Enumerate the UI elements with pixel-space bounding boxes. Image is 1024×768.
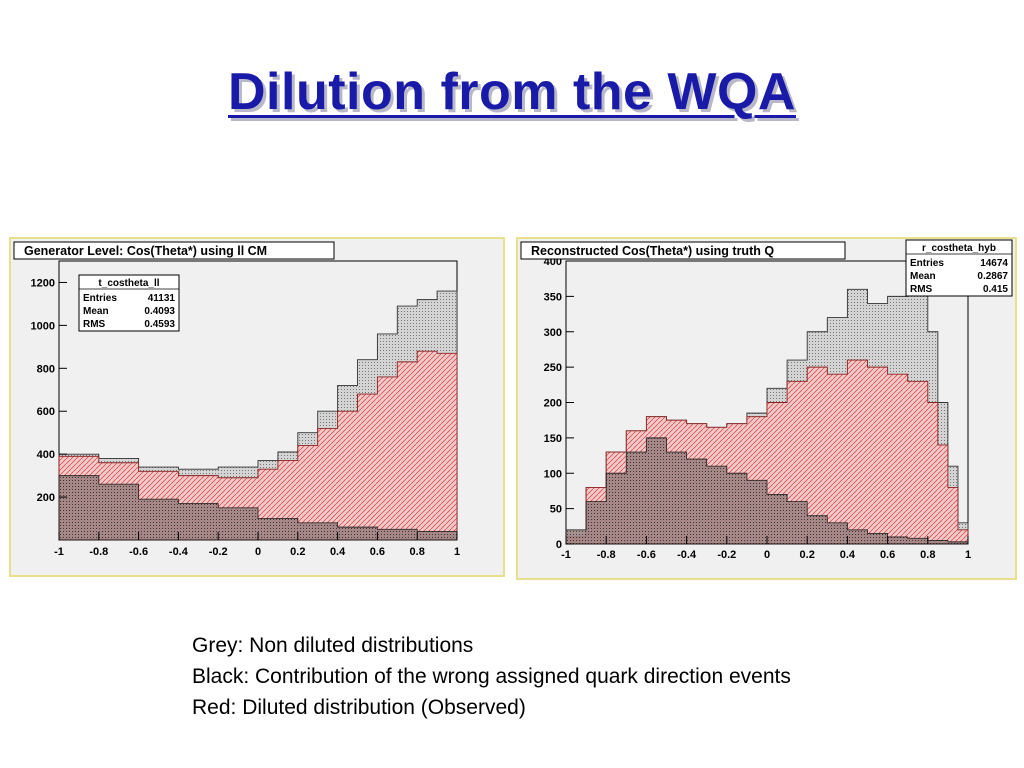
x-tick-label: 0.4 (840, 549, 856, 561)
stats-value: 0.2867 (977, 271, 1008, 282)
y-tick-label: 100 (544, 468, 562, 480)
stats-key: Entries (910, 258, 944, 269)
stats-key: Entries (83, 293, 117, 304)
generator-histogram: -1 -0.8 -0.6 -0.4 -0.2 0 0.2 0.4 0.6 0.8 120040060… (13, 241, 460, 558)
x-tick-label: -0.8 (597, 549, 616, 561)
chart-title-box (520, 241, 846, 260)
x-tick-label: 0.8 (920, 549, 935, 561)
x-tick-label: 0.8 (410, 546, 425, 558)
x-tick-label: -0.6 (637, 549, 656, 561)
y-tick-label: 0 (556, 539, 562, 551)
stats-name: r_costheta_hyb (922, 243, 996, 254)
stats-value: 0.4593 (144, 319, 175, 330)
series-black (565, 437, 969, 545)
y-tick-label: 200 (544, 398, 562, 410)
y-tick-label: 400 (37, 449, 55, 461)
x-tick-label: -0.6 (129, 546, 148, 558)
x-tick-label: -0.8 (89, 546, 108, 558)
x-tick-label: 1 (965, 549, 971, 561)
y-tick-label: 150 (544, 433, 562, 445)
x-tick-label: 0 (764, 549, 770, 561)
chart-title: Generator Level: Cos(Theta*) using ll CM (24, 244, 267, 258)
y-tick-label: 300 (544, 327, 562, 339)
x-tick-label: -0.4 (169, 546, 189, 558)
stats-key: Mean (910, 271, 936, 282)
stats-key: Mean (83, 306, 109, 317)
x-tick-label: 0.4 (330, 546, 346, 558)
x-tick-label: 0.6 (370, 546, 385, 558)
stats-value: 0.4093 (144, 306, 175, 317)
y-tick-label: 600 (37, 406, 55, 418)
chart-panel-reconstructed: -1 -0.8 -0.6 -0.4 -0.2 0 0.2 0.4 0.6 0.8 1 0 50 100 15… (516, 237, 1017, 580)
stats-key: RMS (910, 284, 933, 295)
y-tick-label: 200 (37, 492, 55, 504)
y-tick-label: 250 (544, 362, 562, 374)
y-tick-label: 800 (37, 363, 55, 375)
stats-name: t_costheta_ll (98, 278, 159, 289)
series-red (58, 350, 458, 541)
y-tick-label: 1000 (31, 320, 55, 332)
legend-caption: Grey: Non diluted distributions Black: C… (192, 630, 791, 723)
x-tick-label: 0.2 (800, 549, 815, 561)
stats-key: RMS (83, 319, 106, 330)
x-tick-label: 0 (255, 546, 261, 558)
chart-title: Reconstructed Cos(Theta*) using truth Q (531, 244, 774, 258)
x-tick-label: -0.4 (677, 549, 697, 561)
x-tick-label: -0.2 (717, 549, 736, 561)
series-black (58, 475, 458, 541)
x-tick-label: -1 (561, 549, 571, 561)
y-tick-label: 50 (550, 504, 562, 516)
y-tick-label: 350 (544, 291, 562, 303)
caption-black: Black: Contribution of the wrong assigne… (192, 665, 791, 688)
x-tick-label: 0.6 (880, 549, 895, 561)
x-tick-label: -1 (54, 546, 64, 558)
caption-grey: Grey: Non diluted distributions (192, 634, 474, 657)
chart-panel-generator: -1 -0.8 -0.6 -0.4 -0.2 0 0.2 0.4 0.6 0.8 1 200 400 60… (9, 237, 505, 577)
stats-value: 14674 (980, 258, 1008, 269)
stats-box (78, 274, 180, 332)
stats-box (905, 239, 1013, 297)
stats-value: 41131 (148, 293, 176, 304)
chart-title-box (13, 241, 335, 260)
y-tick-label: 1200 (31, 277, 55, 289)
x-tick-label: 1 (454, 546, 460, 558)
x-tick-label: 0.2 (290, 546, 305, 558)
slide-title: Dilution from the WQA (228, 63, 796, 121)
x-tick-label: -0.2 (209, 546, 228, 558)
caption-red: Red: Diluted distribution (Observed) (192, 696, 526, 719)
stats-value: 0.415 (983, 284, 1008, 295)
reconstructed-histogram: -1 -0.8 -0.6 -0.4 -0.2 0 0.2 0.4 0.6 0.8 1 0 50 100 15… (520, 239, 1013, 561)
